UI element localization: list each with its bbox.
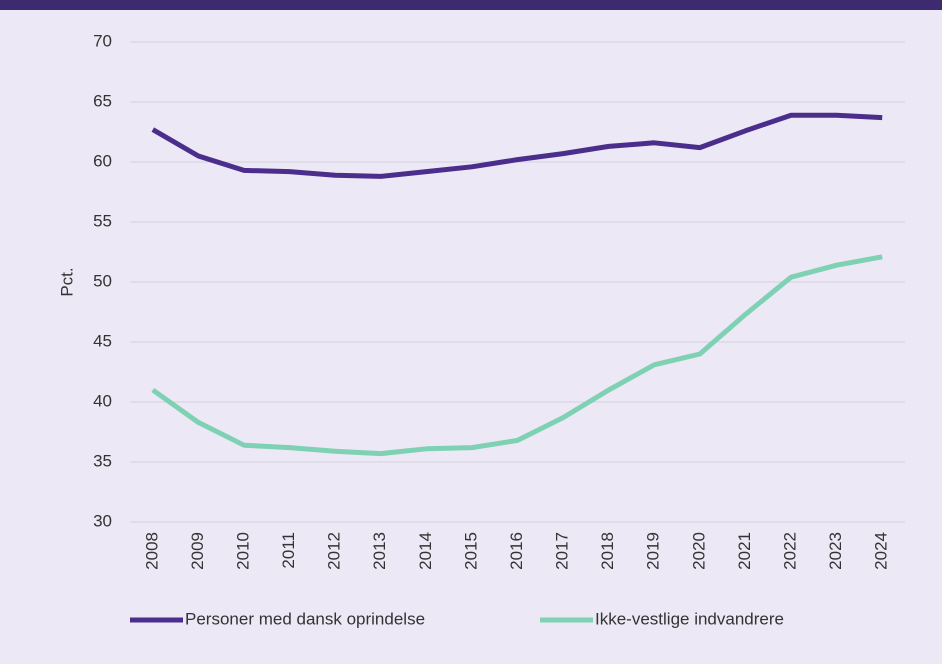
y-tick-label: 35 [93, 451, 112, 470]
x-tick-label: 2016 [507, 532, 526, 570]
x-tick-label: 2023 [826, 532, 845, 570]
top-bar [0, 0, 942, 10]
y-tick-label: 45 [93, 331, 112, 350]
x-tick-label: 2021 [735, 532, 754, 570]
x-tick-label: 2020 [689, 532, 708, 570]
y-tick-label: 50 [93, 271, 112, 290]
y-axis-label: Pct. [57, 267, 76, 296]
series-line [151, 254, 883, 457]
y-tick-label: 65 [93, 91, 112, 110]
y-tick-label: 30 [93, 511, 112, 530]
y-tick-label: 55 [93, 211, 112, 230]
x-tick-label: 2011 [279, 532, 298, 569]
x-tick-label: 2015 [461, 532, 480, 570]
x-tick-label: 2010 [233, 532, 252, 570]
y-tick-label: 40 [93, 391, 112, 410]
y-tick-label: 60 [93, 151, 112, 170]
legend-label: Personer med dansk oprindelse [185, 609, 425, 628]
x-tick-label: 2024 [872, 532, 891, 570]
y-tick-label: 70 [93, 31, 112, 50]
x-tick-label: 2019 [644, 532, 663, 570]
x-tick-label: 2022 [781, 532, 800, 570]
x-tick-label: 2009 [188, 532, 207, 570]
x-tick-label: 2013 [370, 532, 389, 570]
x-tick-label: 2018 [598, 532, 617, 570]
x-tick-label: 2014 [416, 532, 435, 570]
legend-label: Ikke-vestlige indvandrere [595, 609, 784, 628]
series-line [151, 112, 883, 179]
x-tick-label: 2012 [325, 532, 344, 570]
x-tick-label: 2017 [553, 532, 572, 570]
x-tick-label: 2008 [142, 532, 161, 570]
